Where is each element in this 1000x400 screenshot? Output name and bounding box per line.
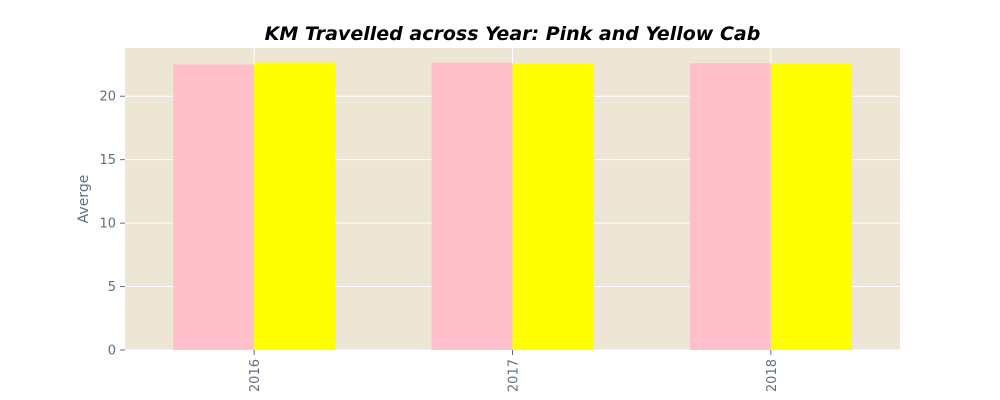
x-tick-label: 2017 bbox=[507, 359, 522, 392]
x-tick-label: 2018 bbox=[765, 359, 780, 392]
y-tick-label: 10 bbox=[99, 217, 116, 232]
bar-2018-series-1 bbox=[689, 63, 771, 350]
chart-title: KM Travelled across Year: Pink and Yello… bbox=[265, 23, 761, 45]
bar-2016-series-2 bbox=[254, 62, 336, 350]
y-tick-label: 0 bbox=[108, 344, 116, 359]
bar-2018-series-2 bbox=[770, 63, 852, 351]
x-tick-label: 2016 bbox=[248, 359, 263, 392]
bar-2016-series-1 bbox=[173, 64, 255, 351]
y-tick-label: 15 bbox=[99, 153, 116, 168]
bar-2017-series-1 bbox=[431, 62, 513, 350]
y-tick-label: 20 bbox=[99, 90, 116, 105]
y-axis-label: Averge bbox=[76, 175, 92, 224]
bar-2017-series-2 bbox=[512, 63, 594, 351]
y-tick-label: 5 bbox=[108, 280, 116, 295]
axes: 0 5 10 15 20 2016 2017 2018 bbox=[99, 90, 779, 392]
bars bbox=[173, 62, 852, 351]
